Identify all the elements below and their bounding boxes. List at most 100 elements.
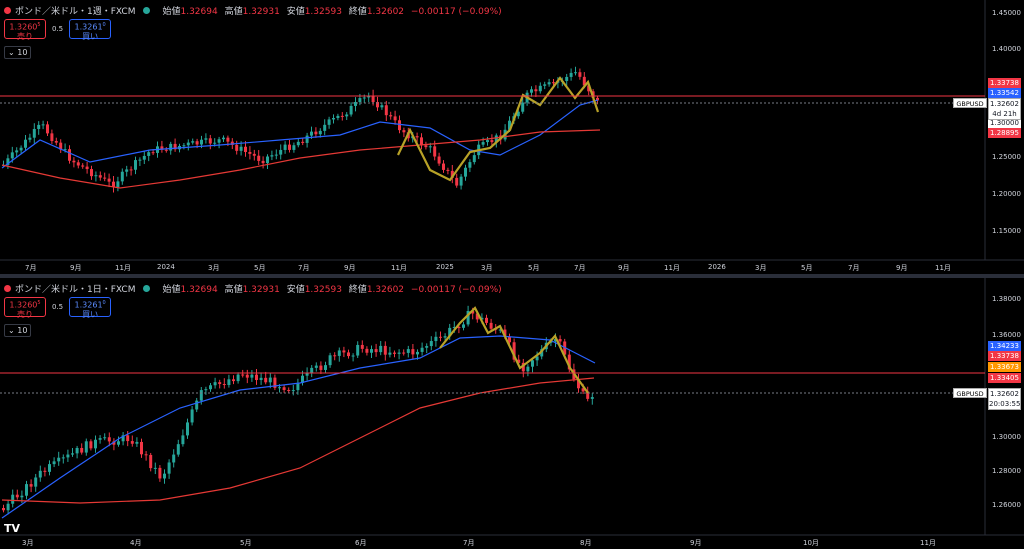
time-axis-label: 3月	[755, 264, 767, 272]
candle	[153, 467, 157, 469]
bar-countdown: 4d 21h	[992, 110, 1017, 118]
candle	[63, 149, 67, 151]
candle	[274, 154, 278, 156]
candle	[332, 118, 335, 120]
candle	[279, 149, 283, 155]
candle	[264, 377, 268, 383]
candle	[574, 72, 577, 74]
candle	[457, 327, 461, 329]
candle	[199, 390, 203, 401]
symbol-tag: GBPUSD	[953, 98, 987, 108]
candle	[342, 350, 346, 353]
candle	[319, 365, 323, 370]
candle	[534, 89, 538, 92]
volume-toggle-button[interactable]: ⌄ 10	[4, 324, 32, 337]
candle	[336, 115, 340, 119]
pane-divider[interactable]	[0, 274, 1024, 278]
candle	[569, 72, 573, 77]
price-tag: 1.33738	[988, 351, 1021, 361]
candle	[121, 435, 125, 442]
candle	[107, 437, 111, 442]
price-tag: 1.33405	[988, 373, 1021, 383]
candle	[439, 336, 442, 338]
candle	[191, 141, 195, 143]
last-price-tag: 1.32602 20:03:55	[988, 388, 1021, 410]
price-axis-label: 1.38000	[992, 295, 1021, 303]
moving-average-line	[1, 335, 596, 519]
candle	[425, 346, 429, 348]
weekly-title[interactable]: ポンド／米ドル・1週・FXCM	[15, 6, 136, 17]
daily-candles-plot[interactable]	[0, 278, 1024, 549]
symbol-flag-icon	[4, 6, 11, 14]
weekly-chart-pane[interactable]: ポンド／米ドル・1週・FXCM 始値1.32694 高値1.32931 安値1.…	[0, 0, 1024, 274]
candle	[232, 379, 235, 382]
candle	[257, 155, 261, 161]
price-axis-label: 1.20000	[992, 190, 1021, 198]
candle	[443, 336, 447, 338]
candle	[437, 156, 441, 164]
candle	[248, 151, 252, 154]
weekly-candles-plot[interactable]	[0, 0, 1024, 274]
candle	[130, 441, 134, 444]
candle	[222, 384, 226, 386]
buy-button[interactable]: 1.32610 買い	[69, 297, 112, 319]
candle	[28, 137, 32, 140]
sell-button[interactable]: 1.32605 売り	[4, 19, 46, 41]
candle	[200, 139, 203, 145]
candle	[521, 362, 525, 372]
candle	[466, 310, 470, 325]
candle	[538, 85, 542, 92]
candle	[204, 389, 208, 391]
tradingview-logo[interactable]: TV	[4, 522, 21, 535]
price-tag: 1.33738	[988, 78, 1021, 88]
time-axis-label: 7月	[463, 539, 475, 547]
candle	[259, 377, 263, 381]
price-axis-label: 1.15000	[992, 227, 1021, 235]
candle	[41, 124, 45, 126]
candle	[142, 155, 146, 160]
candle	[565, 76, 569, 81]
candle	[24, 139, 27, 148]
candle	[241, 374, 245, 376]
candle	[314, 131, 318, 135]
candle	[340, 115, 344, 117]
candle	[428, 146, 432, 148]
candle	[464, 167, 467, 177]
candle	[370, 349, 373, 353]
candle	[540, 349, 544, 357]
candle	[11, 494, 15, 504]
candle	[10, 152, 14, 159]
candle	[81, 165, 85, 167]
candle	[112, 181, 115, 187]
candle	[217, 139, 221, 143]
candle	[393, 116, 397, 121]
candle	[103, 437, 107, 439]
daily-title[interactable]: ポンド／米ドル・1日・FXCM	[15, 284, 136, 295]
candle	[402, 130, 406, 133]
candle	[581, 388, 585, 392]
daily-trade-buttons: 1.32605 売り 0.5 1.32610 買い	[4, 297, 112, 319]
buy-button[interactable]: 1.32610 買い	[69, 19, 112, 41]
time-axis-label: 9月	[896, 264, 908, 272]
candle	[126, 435, 130, 442]
candle	[255, 374, 258, 381]
candle	[163, 473, 166, 479]
daily-ohlc: 始値1.32694 高値1.32931 安値1.32593 終値1.32602 …	[162, 284, 502, 295]
time-axis-label: 7月	[25, 264, 37, 272]
price-axis-label: 1.40000	[992, 45, 1021, 53]
candle	[209, 385, 212, 390]
volume-toggle-button[interactable]: ⌄ 10	[4, 46, 32, 59]
candle	[158, 467, 162, 479]
candle	[288, 144, 291, 150]
symbol-tag: GBPUSD	[953, 388, 987, 398]
candle	[89, 441, 93, 449]
candle	[292, 145, 296, 150]
time-axis-label: 8月	[580, 539, 592, 547]
daily-chart-pane[interactable]: ポンド／米ドル・1日・FXCM 始値1.32694 高値1.32931 安値1.…	[0, 278, 1024, 549]
candle	[411, 349, 415, 355]
weekly-ohlc: 始値1.32694 高値1.32931 安値1.32593 終値1.32602 …	[162, 6, 502, 17]
candle	[75, 447, 79, 454]
time-axis-label: 5月	[801, 264, 813, 272]
sell-button[interactable]: 1.32605 売り	[4, 297, 46, 319]
candle	[186, 142, 190, 146]
